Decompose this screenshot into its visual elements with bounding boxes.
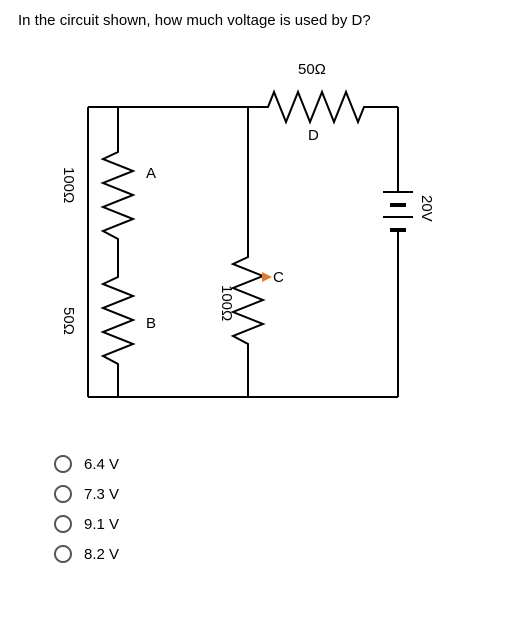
radio-icon	[54, 515, 72, 533]
option-0[interactable]: 6.4 V	[54, 455, 506, 473]
option-2[interactable]: 9.1 V	[54, 515, 506, 533]
label-r-d: 50Ω	[298, 61, 326, 78]
label-b: B	[146, 315, 156, 332]
label-voltage: 20V	[418, 195, 435, 222]
label-r-c: 100Ω	[218, 285, 235, 321]
answer-options: 6.4 V 7.3 V 9.1 V 8.2 V	[54, 455, 506, 563]
circuit-diagram: 50Ω D A 100Ω B 50Ω C 100Ω 20V	[58, 47, 468, 427]
option-label: 8.2 V	[84, 546, 119, 563]
option-3[interactable]: 8.2 V	[54, 545, 506, 563]
label-r-a: 100Ω	[60, 167, 77, 203]
label-a: A	[146, 165, 156, 182]
option-label: 7.3 V	[84, 486, 119, 503]
option-label: 9.1 V	[84, 516, 119, 533]
label-d: D	[308, 127, 319, 144]
radio-icon	[54, 545, 72, 563]
radio-icon	[54, 455, 72, 473]
option-label: 6.4 V	[84, 456, 119, 473]
label-c: C	[273, 269, 284, 286]
question-text: In the circuit shown, how much voltage i…	[18, 12, 506, 29]
radio-icon	[54, 485, 72, 503]
circuit-svg	[58, 47, 468, 427]
label-r-b: 50Ω	[60, 307, 77, 335]
option-1[interactable]: 7.3 V	[54, 485, 506, 503]
